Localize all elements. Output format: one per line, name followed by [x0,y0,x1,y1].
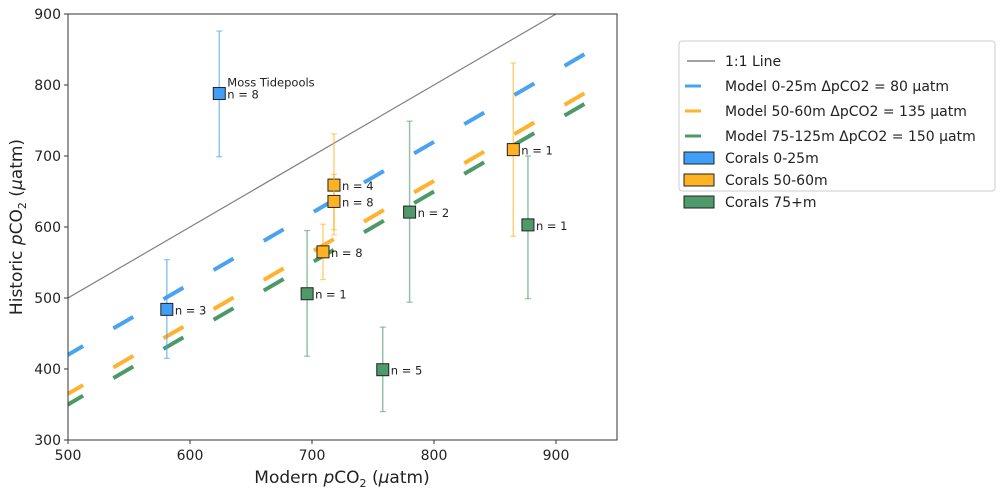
n-label: n = 4 [342,179,374,193]
marker [376,363,390,377]
n-label: n = 1 [521,144,553,158]
plot-frame [67,13,618,441]
n-label: n = 8 [227,88,259,102]
marker [316,245,330,259]
marker [403,205,417,219]
marker [327,194,341,208]
marker [160,302,174,316]
legend-label: Corals 50-60m [725,173,828,189]
legend-label: 1:1 Line [725,54,781,70]
data-point: n = 1 [506,62,553,237]
y-tick-label: 600 [34,220,61,236]
data-point: n = 2 [403,120,450,303]
n-label: n = 8 [331,246,363,260]
x-tick-label: 600 [177,448,204,464]
point-annotation: Moss Tidepools [227,76,314,90]
data-point: n = 8 [327,173,374,231]
n-label: n = 1 [315,288,347,302]
x-tick-label: 700 [299,448,326,464]
one-to-one-line [68,14,558,299]
y-tick-label: 900 [34,7,61,23]
n-label: n = 1 [536,219,568,233]
y-tick-label: 800 [34,78,61,94]
marker [300,287,314,301]
x-tick-label: 500 [55,448,82,464]
marker [506,143,520,157]
legend-swatch [683,173,715,187]
marker [521,218,535,232]
n-label: n = 2 [418,206,450,220]
x-axis-label: Modern pCO2 (µatm) [254,468,429,490]
legend-label: Corals 0-25m [725,151,819,167]
legend-label: Model 0-25m ΔpCO2 = 80 µatm [725,79,949,95]
legend-swatch [683,195,715,209]
legend-label: Corals 75+m [725,195,817,211]
y-tick-label: 300 [34,433,61,449]
data-point: n = 5 [376,326,423,413]
n-label: n = 3 [175,303,207,317]
legend-swatch [683,151,715,165]
y-tick-label: 500 [34,291,61,307]
n-label: n = 8 [342,195,374,209]
marker [212,87,226,101]
x-tick-label: 900 [543,448,570,464]
legend-label: Model 75-125m ΔpCO2 = 150 µatm [725,129,976,145]
data-point: n = 8 [316,223,363,281]
data-point: n = 3 [160,259,207,359]
y-tick-label: 700 [34,149,61,165]
data-point: n = 1 [300,229,347,357]
n-label: n = 5 [391,364,423,378]
y-tick-label: 400 [34,362,61,378]
legend: 1:1 Line Model 0-25m ΔpCO2 = 80 µatm Model… [678,40,996,211]
legend-label: Model 50-60m ΔpCO2 = 135 µatm [725,104,967,120]
data-point: n = 1 [521,155,568,300]
x-tick-label: 800 [421,448,448,464]
y-axis-label: Historic pCO2 (µatm) [7,139,29,315]
